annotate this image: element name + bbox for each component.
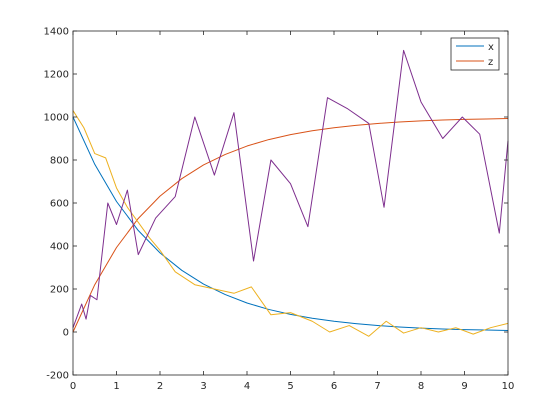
series-line-unlabeled-2 [72, 110, 509, 337]
y-tick-label: 1400 [44, 27, 69, 38]
y-tick-label: -200 [46, 371, 69, 382]
y-tick-label: 800 [50, 156, 69, 167]
y-tick-label: 600 [50, 199, 69, 210]
x-tick-label: 5 [287, 381, 293, 392]
series-layer [72, 49, 509, 337]
x-tick-label: 7 [374, 381, 380, 392]
legend-label-x: x [488, 42, 494, 53]
y-tick-label: 200 [50, 285, 69, 296]
x-tick-label: 6 [331, 381, 337, 392]
legend-label-z: z [488, 57, 493, 68]
x-tick-label: 2 [157, 381, 163, 392]
x-tick-label: 3 [200, 381, 206, 392]
y-tick-label: 0 [63, 328, 69, 339]
x-tick-label: 4 [244, 381, 250, 392]
x-tick-label: 9 [461, 381, 467, 392]
y-tick-label: 1000 [44, 113, 69, 124]
legend: x z [450, 37, 500, 71]
x-tick-label: 8 [418, 381, 424, 392]
x-tick-label: 10 [502, 381, 515, 392]
series-line-z [72, 118, 509, 333]
y-axis-ticks: -200 0 200 400 600 800 1000 1200 1400 [44, 27, 508, 382]
series-line-x [72, 116, 509, 331]
legend-box [450, 37, 500, 71]
plot-area [73, 31, 508, 375]
y-tick-label: 400 [50, 242, 69, 253]
x-tick-label: 0 [70, 381, 76, 392]
x-tick-label: 1 [113, 381, 119, 392]
series-line-unlabeled-3 [72, 49, 509, 328]
x-axis-ticks: 0 1 2 3 4 5 6 7 8 9 10 [70, 31, 515, 392]
y-tick-label: 1200 [44, 70, 69, 81]
